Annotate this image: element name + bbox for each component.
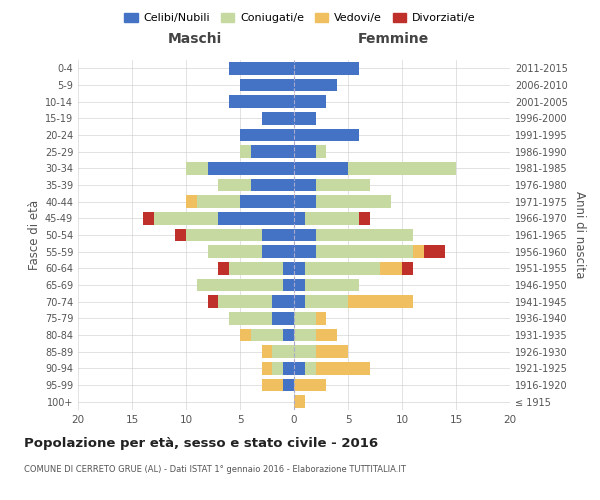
Bar — [316, 229, 413, 241]
Bar — [294, 296, 305, 308]
Bar — [294, 79, 337, 92]
Bar — [305, 279, 359, 291]
Bar — [348, 162, 456, 174]
Bar — [283, 362, 294, 374]
Y-axis label: Fasce di età: Fasce di età — [28, 200, 41, 270]
Bar — [262, 229, 294, 241]
Bar — [294, 246, 316, 258]
Bar — [283, 262, 294, 274]
Bar — [316, 346, 348, 358]
Bar — [262, 112, 294, 124]
Bar — [424, 246, 445, 258]
Text: COMUNE DI CERRETO GRUE (AL) - Dati ISTAT 1° gennaio 2016 - Elaborazione TUTTITAL: COMUNE DI CERRETO GRUE (AL) - Dati ISTAT… — [24, 465, 406, 474]
Bar — [294, 262, 305, 274]
Bar — [316, 196, 391, 208]
Bar — [240, 196, 294, 208]
Bar — [197, 196, 240, 208]
Bar — [305, 262, 380, 274]
Bar — [143, 212, 154, 224]
Bar — [294, 279, 305, 291]
Bar — [272, 296, 294, 308]
Bar — [402, 262, 413, 274]
Bar — [262, 379, 283, 391]
Bar — [262, 362, 272, 374]
Bar — [294, 146, 316, 158]
Bar — [240, 329, 251, 341]
Y-axis label: Anni di nascita: Anni di nascita — [573, 192, 586, 278]
Bar — [316, 246, 413, 258]
Bar — [208, 162, 294, 174]
Bar — [294, 212, 305, 224]
Bar — [294, 62, 359, 74]
Text: Popolazione per età, sesso e stato civile - 2016: Popolazione per età, sesso e stato civil… — [24, 438, 378, 450]
Bar — [294, 312, 316, 324]
Bar — [283, 379, 294, 391]
Bar — [316, 329, 337, 341]
Bar — [186, 196, 197, 208]
Bar — [294, 196, 316, 208]
Bar — [229, 62, 294, 74]
Bar — [229, 96, 294, 108]
Bar — [359, 212, 370, 224]
Bar — [208, 246, 262, 258]
Legend: Celibi/Nubili, Coniugati/e, Vedovi/e, Divorziati/e: Celibi/Nubili, Coniugati/e, Vedovi/e, Di… — [120, 8, 480, 28]
Bar — [413, 246, 424, 258]
Bar — [186, 162, 208, 174]
Bar — [294, 346, 316, 358]
Bar — [272, 312, 294, 324]
Bar — [316, 179, 370, 192]
Bar — [305, 212, 359, 224]
Bar — [251, 146, 294, 158]
Bar — [294, 229, 316, 241]
Bar — [208, 296, 218, 308]
Bar — [348, 296, 413, 308]
Bar — [218, 212, 294, 224]
Bar — [316, 362, 370, 374]
Bar — [294, 162, 348, 174]
Text: Femmine: Femmine — [358, 32, 429, 46]
Bar — [316, 312, 326, 324]
Bar — [240, 79, 294, 92]
Bar — [175, 229, 186, 241]
Bar — [197, 279, 283, 291]
Bar — [294, 329, 316, 341]
Bar — [251, 179, 294, 192]
Bar — [229, 312, 272, 324]
Bar — [229, 262, 283, 274]
Bar — [218, 179, 251, 192]
Bar — [272, 346, 294, 358]
Bar — [305, 362, 316, 374]
Bar — [294, 362, 305, 374]
Bar — [240, 129, 294, 141]
Bar — [218, 262, 229, 274]
Bar — [218, 296, 272, 308]
Bar — [294, 396, 305, 408]
Bar — [294, 179, 316, 192]
Bar — [283, 329, 294, 341]
Bar — [305, 296, 348, 308]
Text: Maschi: Maschi — [167, 32, 222, 46]
Bar — [380, 262, 402, 274]
Bar — [294, 112, 316, 124]
Bar — [154, 212, 218, 224]
Bar — [294, 379, 326, 391]
Bar — [283, 279, 294, 291]
Bar — [262, 346, 272, 358]
Bar — [272, 362, 283, 374]
Bar — [186, 229, 262, 241]
Bar — [316, 146, 326, 158]
Bar — [251, 329, 283, 341]
Bar — [294, 96, 326, 108]
Bar — [294, 129, 359, 141]
Bar — [240, 146, 251, 158]
Bar — [262, 246, 294, 258]
